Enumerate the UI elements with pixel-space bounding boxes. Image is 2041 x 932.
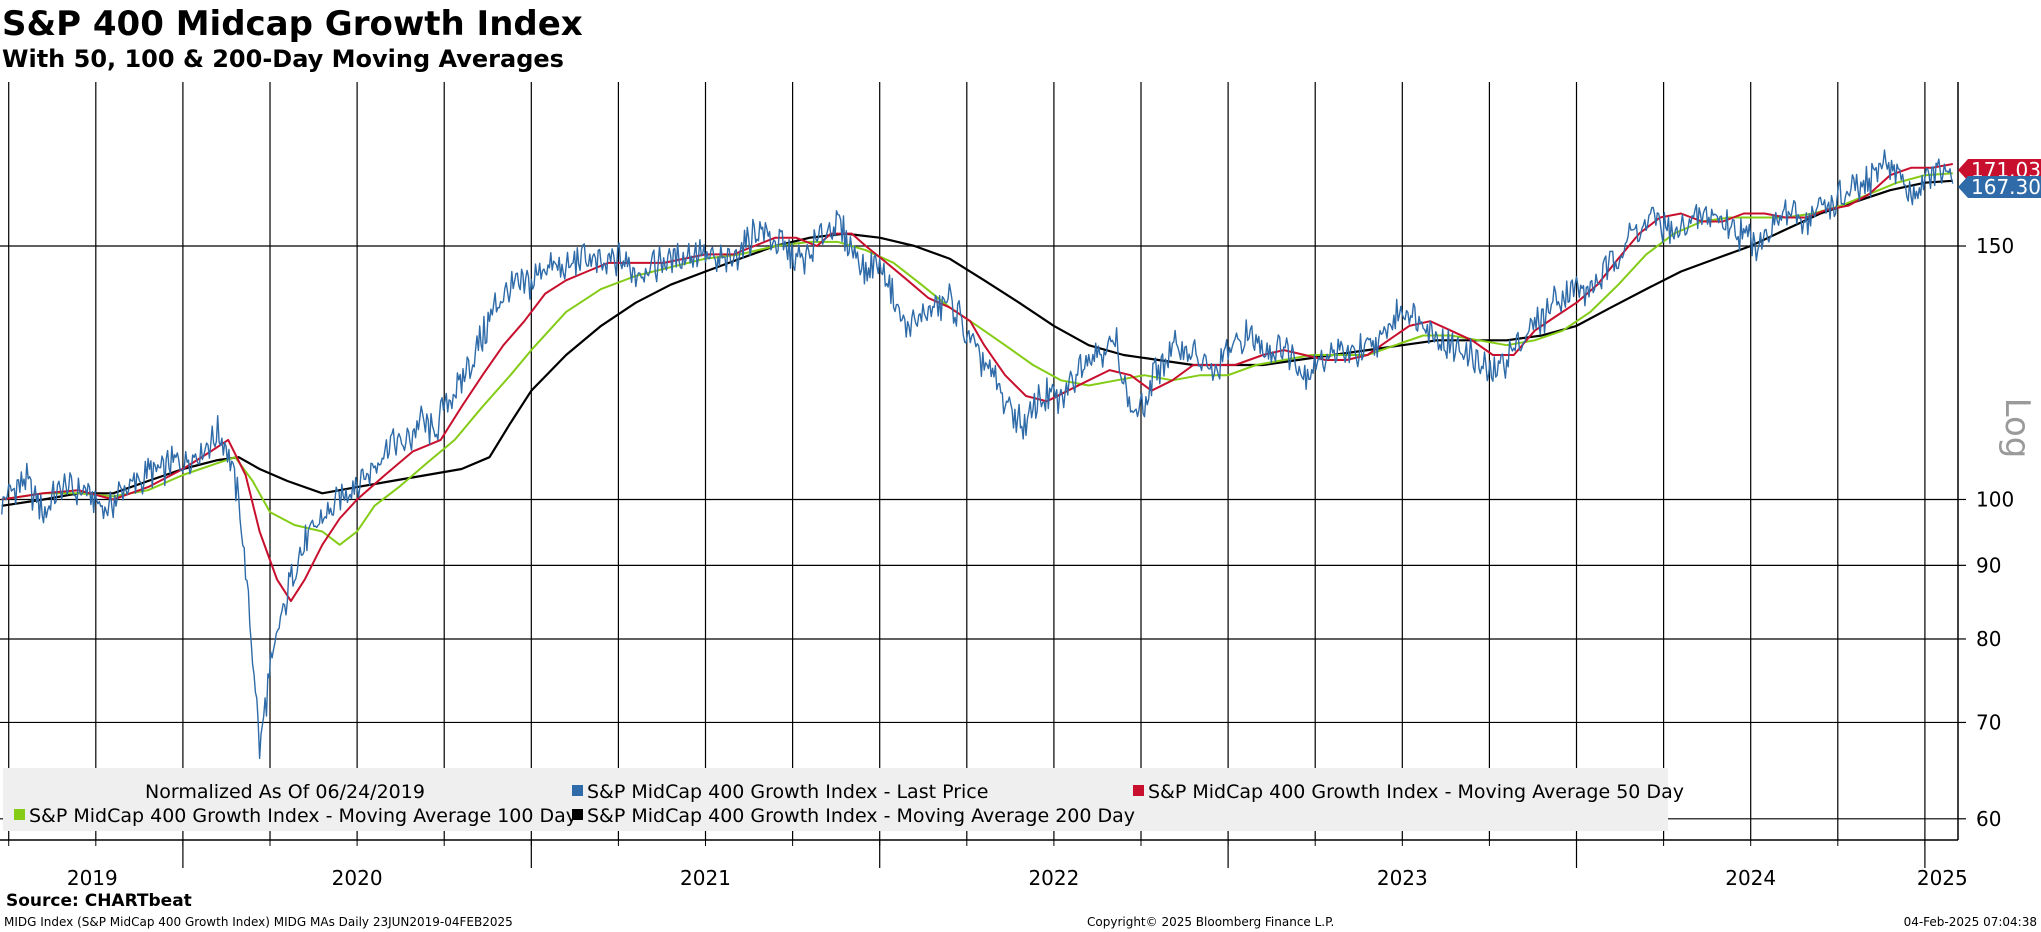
legend-item-ma100[interactable]: S&P MidCap 400 Growth Index - Moving Ave… — [29, 805, 577, 827]
y-tick-label: 100 — [1976, 487, 2014, 511]
y-tick-label: 60 — [1976, 807, 2001, 831]
legend-swatch-ma100 — [14, 809, 25, 820]
x-year-label: 2024 — [1725, 866, 1776, 890]
series-line-price — [1, 149, 1954, 760]
series-line-ma100 — [1, 172, 1953, 546]
x-year-label: 2023 — [1377, 866, 1428, 890]
x-year-label: 2019 — [67, 866, 118, 890]
footer-timestamp: 04-Feb-2025 07:04:38 — [1903, 915, 2037, 929]
series-line-ma200 — [1, 179, 1953, 507]
legend-swatch-ma200 — [572, 809, 583, 820]
legend-swatch-ma50 — [1133, 785, 1144, 796]
last-value-badge-price — [1958, 176, 2041, 198]
x-year-label: 2020 — [332, 866, 383, 890]
legend[interactable]: Normalized As Of 06/24/2019 S&P MidCap 40… — [3, 768, 1684, 831]
x-year-label: 2021 — [680, 866, 731, 890]
y-tick-label: 70 — [1976, 710, 2001, 734]
x-year-label: 2022 — [1028, 866, 1079, 890]
chart-subtitle: With 50, 100 & 200-Day Moving Averages — [2, 45, 564, 73]
legend-note: Normalized As Of 06/24/2019 — [145, 781, 425, 803]
series-line-ma50 — [1, 163, 1953, 603]
legend-item-ma200[interactable]: S&P MidCap 400 Growth Index - Moving Ave… — [587, 805, 1135, 827]
log-scale-label: Log — [1997, 398, 2037, 459]
legend-box[interactable] — [3, 768, 1668, 831]
y-tick-label: 80 — [1976, 627, 2001, 651]
gridlines — [0, 82, 1958, 840]
legend-item-ma50[interactable]: S&P MidCap 400 Growth Index - Moving Ave… — [1148, 781, 1684, 803]
footer-copyright: Copyright© 2025 Bloomberg Finance L.P. — [1087, 915, 1335, 929]
x-year-label: 2025 — [1917, 866, 1968, 890]
y-tick-label: 150 — [1976, 234, 2014, 258]
last-value-badge-ma50 — [1958, 159, 2041, 181]
last-value-label-price: 167.30 — [1971, 175, 2041, 199]
y-tick-label: 90 — [1976, 553, 2001, 577]
source-label: Source: CHARTbeat — [6, 891, 192, 911]
legend-swatch-price — [572, 785, 583, 796]
chart-title: S&P 400 Midcap Growth Index — [2, 4, 583, 44]
legend-item-price[interactable]: S&P MidCap 400 Growth Index - Last Price — [587, 781, 988, 803]
series-lines — [1, 149, 1954, 760]
footer-ticker-info: MIDG Index (S&P MidCap 400 Growth Index)… — [4, 915, 513, 929]
